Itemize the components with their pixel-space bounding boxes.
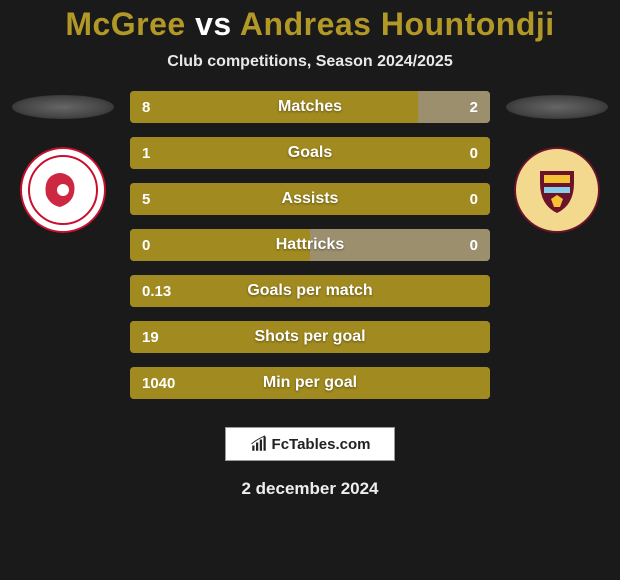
team-crest-left <box>20 147 106 233</box>
left-side <box>8 91 118 233</box>
chart-icon <box>250 435 268 453</box>
stat-value-left: 5 <box>142 183 150 215</box>
stat-row: Matches8 2 <box>130 91 490 123</box>
subtitle: Club competitions, Season 2024/2025 <box>0 53 620 71</box>
player-shadow-right <box>506 95 608 119</box>
team-crest-right <box>514 147 600 233</box>
fctables-logo: FcTables.com <box>225 427 395 461</box>
crest-left-svg <box>20 147 106 233</box>
stat-value-left: 0 <box>142 229 150 261</box>
stat-label: Goals <box>130 137 490 169</box>
page-title: McGree vs Andreas Hountondji <box>0 0 620 43</box>
stat-value-left: 0.13 <box>142 275 171 307</box>
stat-value-right: 0 <box>470 183 478 215</box>
stat-value-right: 2 <box>470 91 478 123</box>
stat-row: Min per goal1040 <box>130 367 490 399</box>
stat-value-left: 1 <box>142 137 150 169</box>
stat-row: Shots per goal19 <box>130 321 490 353</box>
stat-label: Hattricks <box>130 229 490 261</box>
stat-row: Assists5 0 <box>130 183 490 215</box>
stat-label: Min per goal <box>130 367 490 399</box>
stat-row: Hattricks0 0 <box>130 229 490 261</box>
stat-row: Goals1 0 <box>130 137 490 169</box>
footer-date: 2 december 2024 <box>0 479 620 499</box>
crest-right-svg <box>514 147 600 233</box>
stat-value-left: 8 <box>142 91 150 123</box>
stat-value-right: 0 <box>470 137 478 169</box>
player-shadow-left <box>12 95 114 119</box>
stat-label: Shots per goal <box>130 321 490 353</box>
title-player2: Andreas Hountondji <box>240 6 555 42</box>
stat-label: Matches <box>130 91 490 123</box>
right-side <box>502 91 612 233</box>
stat-label: Goals per match <box>130 275 490 307</box>
fctables-text: FcTables.com <box>272 436 371 453</box>
title-player1: McGree <box>65 6 185 42</box>
stat-value-left: 1040 <box>142 367 175 399</box>
stat-bars: Matches82Goals10Assists50Hattricks00Goal… <box>130 91 490 399</box>
content-row: Matches82Goals10Assists50Hattricks00Goal… <box>0 91 620 399</box>
stat-value-left: 19 <box>142 321 159 353</box>
stat-row: Goals per match0.13 <box>130 275 490 307</box>
stat-value-right: 0 <box>470 229 478 261</box>
stat-label: Assists <box>130 183 490 215</box>
title-vs: vs <box>195 6 232 42</box>
comparison-card: McGree vs Andreas Hountondji Club compet… <box>0 0 620 580</box>
